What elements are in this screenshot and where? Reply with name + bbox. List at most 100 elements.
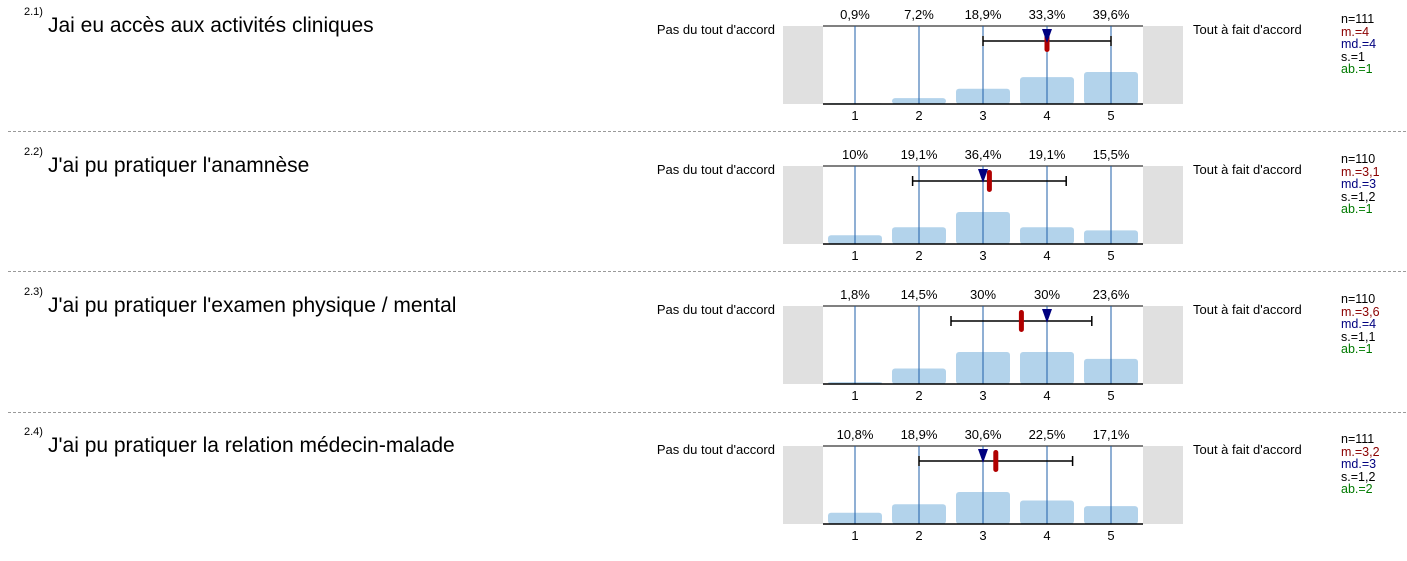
value-label-3: 36,4% <box>965 147 1002 162</box>
median-marker <box>978 449 988 463</box>
left-grey-block <box>783 306 823 384</box>
stat-mean: m.=3,1 <box>1341 164 1380 179</box>
scale-left-label: Pas du tout d'accord <box>656 22 775 37</box>
value-label-2: 7,2% <box>904 7 934 22</box>
tick-label-2: 2 <box>915 108 922 123</box>
question-text: J'ai pu pratiquer l'anamnèse <box>48 154 310 177</box>
value-label-3: 30% <box>970 287 996 302</box>
median-marker <box>1042 29 1052 43</box>
stats-block: n=111 m.=4 md.=4 s.=1 ab.=1 <box>1341 13 1376 76</box>
median-marker <box>1042 309 1052 323</box>
stat-mean: m.=4 <box>1341 24 1370 39</box>
survey-item: 2.1) Jai eu accès aux activités clinique… <box>0 0 1407 140</box>
mean-marker <box>1018 310 1024 332</box>
item-separator <box>8 131 1406 132</box>
value-label-5: 23,6% <box>1093 287 1130 302</box>
value-label-4: 22,5% <box>1029 427 1066 442</box>
mean-marker <box>993 450 999 472</box>
value-label-5: 15,5% <box>1093 147 1130 162</box>
tick-label-1: 1 <box>851 108 858 123</box>
stat-sd: s.=1,1 <box>1341 329 1376 344</box>
stats-block: n=111 m.=3,2 md.=3 s.=1,2 ab.=2 <box>1341 433 1380 496</box>
value-label-3: 18,9% <box>965 7 1002 22</box>
left-grey-block <box>783 446 823 524</box>
tick-label-4: 4 <box>1043 528 1050 543</box>
scale-left-label: Pas du tout d'accord <box>656 442 775 457</box>
question-text: J'ai pu pratiquer la relation médecin-ma… <box>48 434 455 457</box>
tick-label-5: 5 <box>1107 388 1114 403</box>
question-number: 2.3) <box>24 286 43 298</box>
value-label-2: 19,1% <box>901 147 938 162</box>
likert-chart: 0,9% 7,2% 18,9% 33,3% 39,6% 1 2 3 4 5 <box>783 7 1183 123</box>
value-label-2: 14,5% <box>901 287 938 302</box>
right-grey-block <box>1143 26 1183 104</box>
tick-label-1: 1 <box>851 388 858 403</box>
stat-mean: m.=3,2 <box>1341 444 1380 459</box>
value-label-1: 0,9% <box>840 7 870 22</box>
question-text: Jai eu accès aux activités cliniques <box>48 14 374 37</box>
stat-n: n=110 <box>1341 292 1376 306</box>
right-grey-block <box>1143 166 1183 244</box>
scale-left-label: Pas du tout d'accord <box>656 162 775 177</box>
stat-median: md.=4 <box>1341 37 1377 51</box>
tick-label-5: 5 <box>1107 248 1114 263</box>
left-grey-block <box>783 166 823 244</box>
tick-label-4: 4 <box>1043 108 1050 123</box>
stat-abstentions: ab.=1 <box>1341 342 1373 356</box>
tick-label-2: 2 <box>915 248 922 263</box>
scale-right-label: Tout à fait d'accord <box>1193 442 1302 457</box>
question-text: J'ai pu pratiquer l'examen physique / me… <box>48 294 457 317</box>
value-label-5: 17,1% <box>1093 427 1130 442</box>
question-number: 2.2) <box>24 146 43 158</box>
right-grey-block <box>1143 306 1183 384</box>
scale-right-label: Tout à fait d'accord <box>1193 162 1302 177</box>
stat-median: md.=4 <box>1341 317 1377 331</box>
right-grey-block <box>1143 446 1183 524</box>
stat-abstentions: ab.=2 <box>1341 482 1373 496</box>
value-label-4: 30% <box>1034 287 1060 302</box>
stat-mean: m.=3,6 <box>1341 304 1380 319</box>
scale-right-label: Tout à fait d'accord <box>1193 22 1302 37</box>
value-label-1: 10% <box>842 147 868 162</box>
survey-item: 2.2) J'ai pu pratiquer l'anamnèse Pas du… <box>0 140 1407 280</box>
stat-n: n=111 <box>1341 12 1375 26</box>
tick-label-4: 4 <box>1043 388 1050 403</box>
value-label-5: 39,6% <box>1093 7 1130 22</box>
tick-label-1: 1 <box>851 528 858 543</box>
stat-sd: s.=1 <box>1341 49 1365 64</box>
survey-item: 2.4) J'ai pu pratiquer la relation médec… <box>0 420 1407 560</box>
question-number: 2.4) <box>24 426 43 438</box>
scale-left-label: Pas du tout d'accord <box>656 302 775 317</box>
stat-median: md.=3 <box>1341 457 1377 471</box>
tick-label-3: 3 <box>979 108 986 123</box>
tick-label-5: 5 <box>1107 108 1114 123</box>
survey-item: 2.3) J'ai pu pratiquer l'examen physique… <box>0 280 1407 420</box>
likert-chart: 1,8% 14,5% 30% 30% 23,6% 1 2 3 4 5 <box>783 287 1183 403</box>
likert-chart: 10,8% 18,9% 30,6% 22,5% 17,1% 1 2 3 4 5 <box>783 427 1183 543</box>
value-label-4: 33,3% <box>1029 7 1066 22</box>
stat-n: n=110 <box>1341 152 1376 166</box>
stats-block: n=110 m.=3,6 md.=4 s.=1,1 ab.=1 <box>1341 293 1380 356</box>
stat-sd: s.=1,2 <box>1341 469 1376 484</box>
value-label-2: 18,9% <box>901 427 938 442</box>
tick-label-3: 3 <box>979 388 986 403</box>
tick-label-4: 4 <box>1043 248 1050 263</box>
tick-label-2: 2 <box>915 528 922 543</box>
value-label-3: 30,6% <box>965 427 1002 442</box>
median-marker <box>978 169 988 183</box>
tick-label-3: 3 <box>979 248 986 263</box>
stats-block: n=110 m.=3,1 md.=3 s.=1,2 ab.=1 <box>1341 153 1380 216</box>
left-grey-block <box>783 26 823 104</box>
item-separator <box>8 271 1406 272</box>
question-number: 2.1) <box>24 6 43 18</box>
tick-label-3: 3 <box>979 528 986 543</box>
stat-abstentions: ab.=1 <box>1341 62 1373 76</box>
stat-abstentions: ab.=1 <box>1341 202 1373 216</box>
value-label-1: 10,8% <box>837 427 874 442</box>
stat-sd: s.=1,2 <box>1341 189 1376 204</box>
stat-n: n=111 <box>1341 432 1375 446</box>
tick-label-5: 5 <box>1107 528 1114 543</box>
stat-median: md.=3 <box>1341 177 1377 191</box>
tick-label-1: 1 <box>851 248 858 263</box>
item-separator <box>8 412 1406 413</box>
